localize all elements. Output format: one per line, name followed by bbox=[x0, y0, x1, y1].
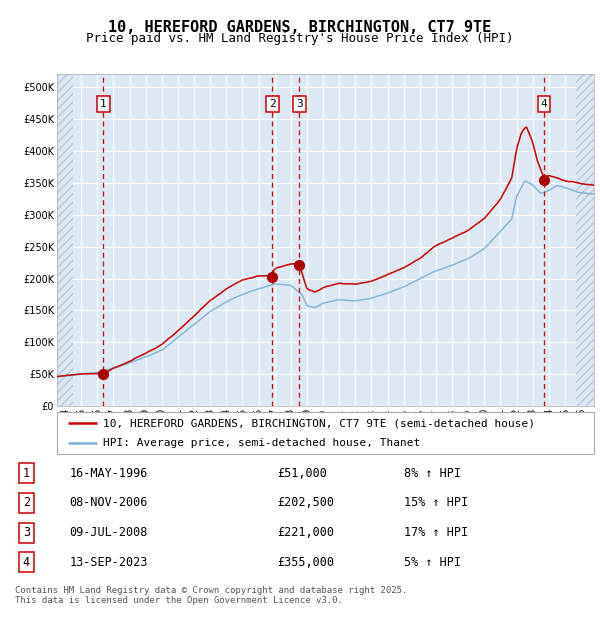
Text: Price paid vs. HM Land Registry's House Price Index (HPI): Price paid vs. HM Land Registry's House … bbox=[86, 32, 514, 45]
Text: £51,000: £51,000 bbox=[277, 467, 327, 480]
Text: HPI: Average price, semi-detached house, Thanet: HPI: Average price, semi-detached house,… bbox=[103, 438, 420, 448]
Text: Contains HM Land Registry data © Crown copyright and database right 2025.
This d: Contains HM Land Registry data © Crown c… bbox=[15, 586, 407, 605]
Text: 4: 4 bbox=[541, 99, 547, 109]
Text: 2: 2 bbox=[269, 99, 275, 109]
Text: 2: 2 bbox=[23, 497, 30, 510]
Text: 17% ↑ HPI: 17% ↑ HPI bbox=[404, 526, 468, 539]
Text: 1: 1 bbox=[100, 99, 107, 109]
Text: 10, HEREFORD GARDENS, BIRCHINGTON, CT7 9TE: 10, HEREFORD GARDENS, BIRCHINGTON, CT7 9… bbox=[109, 20, 491, 35]
Text: £221,000: £221,000 bbox=[277, 526, 334, 539]
Text: 1: 1 bbox=[23, 467, 30, 480]
Text: 08-NOV-2006: 08-NOV-2006 bbox=[70, 497, 148, 510]
Text: 16-MAY-1996: 16-MAY-1996 bbox=[70, 467, 148, 480]
Text: 3: 3 bbox=[23, 526, 30, 539]
Bar bbox=[576, 74, 594, 406]
Text: 8% ↑ HPI: 8% ↑ HPI bbox=[404, 467, 461, 480]
Text: 09-JUL-2008: 09-JUL-2008 bbox=[70, 526, 148, 539]
Text: 4: 4 bbox=[23, 556, 30, 569]
Text: £355,000: £355,000 bbox=[277, 556, 334, 569]
Text: 13-SEP-2023: 13-SEP-2023 bbox=[70, 556, 148, 569]
Text: 15% ↑ HPI: 15% ↑ HPI bbox=[404, 497, 468, 510]
Text: 3: 3 bbox=[296, 99, 302, 109]
Text: 5% ↑ HPI: 5% ↑ HPI bbox=[404, 556, 461, 569]
Bar bbox=[57, 74, 73, 406]
Text: £202,500: £202,500 bbox=[277, 497, 334, 510]
Text: 10, HEREFORD GARDENS, BIRCHINGTON, CT7 9TE (semi-detached house): 10, HEREFORD GARDENS, BIRCHINGTON, CT7 9… bbox=[103, 418, 535, 428]
